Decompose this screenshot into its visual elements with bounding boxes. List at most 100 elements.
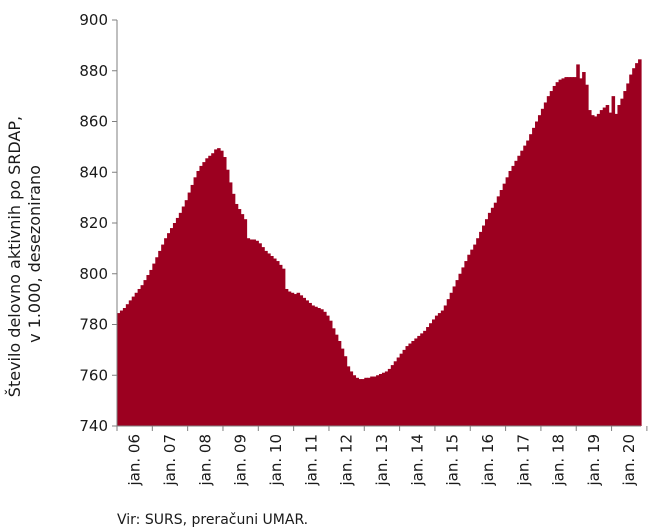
bar-8 (137, 288, 142, 426)
bar-81 (352, 375, 357, 426)
y-tick-label-860: 860 (79, 113, 108, 131)
bar-155 (570, 77, 574, 426)
bar-170 (614, 113, 619, 426)
bar-79 (346, 366, 351, 426)
bar-112 (443, 305, 448, 426)
bar-64 (302, 297, 306, 426)
bar-62 (296, 292, 301, 426)
bar-38 (225, 169, 230, 426)
bar-117 (458, 273, 463, 426)
bar-106 (426, 327, 430, 426)
bar-21 (175, 217, 180, 426)
bar-175 (629, 74, 633, 426)
x-tick-label-5: jan. 10 (267, 434, 285, 487)
bar-9 (140, 285, 145, 426)
bar-141 (529, 134, 533, 426)
bar-72 (326, 315, 330, 426)
bar-147 (546, 96, 551, 427)
bar-96 (396, 357, 401, 426)
bar-32 (208, 155, 212, 426)
bar-42 (237, 209, 242, 426)
bar-34 (214, 149, 218, 426)
bar-103 (417, 335, 421, 426)
bar-127 (487, 212, 492, 426)
bar-82 (355, 377, 359, 426)
x-tick-label-13: jan. 18 (550, 434, 568, 487)
bar-129 (493, 202, 498, 426)
bar-45 (246, 238, 251, 426)
y-axis-title-line-2: v 1.000, desezonirano (25, 165, 44, 343)
bar-142 (532, 127, 536, 426)
bar-148 (549, 91, 554, 427)
y-tick-label-880: 880 (79, 62, 108, 80)
bar-165 (599, 110, 604, 426)
bar-128 (490, 207, 495, 426)
bar-12 (149, 269, 153, 426)
bar-134 (508, 170, 513, 426)
x-tick-label-11: jan. 16 (479, 434, 497, 487)
bar-10 (143, 280, 148, 426)
bar-158 (579, 78, 583, 427)
bar-177 (635, 63, 639, 426)
bar-54 (273, 258, 277, 426)
bar-27 (193, 177, 198, 426)
x-tick-label-15: jan. 20 (620, 434, 638, 487)
bar-75 (334, 334, 339, 426)
y-tick-label-900: 900 (79, 11, 108, 29)
bar-58 (284, 288, 289, 426)
bar-11 (146, 275, 150, 426)
bar-99 (405, 346, 410, 426)
bar-46 (249, 239, 254, 426)
bar-6 (131, 296, 136, 426)
bar-121 (470, 249, 474, 426)
bar-125 (482, 225, 486, 426)
bar-150 (555, 82, 560, 427)
bar-168 (608, 112, 613, 427)
bar-164 (596, 113, 601, 426)
bar-56 (278, 264, 283, 426)
x-tick-label-1: jan. 06 (126, 434, 144, 487)
bar-92 (384, 371, 389, 426)
bar-131 (499, 190, 504, 426)
bar-74 (331, 328, 336, 426)
bar-132 (502, 183, 507, 426)
bar-118 (461, 267, 465, 426)
bar-86 (367, 377, 371, 426)
x-tick-label-2: jan. 07 (161, 434, 179, 487)
bar-153 (564, 77, 568, 426)
bar-107 (429, 323, 433, 426)
bar-172 (620, 98, 624, 426)
bar-146 (543, 102, 548, 426)
bar-69 (317, 308, 321, 426)
bar-76 (337, 340, 342, 426)
bar-33 (211, 153, 215, 426)
bar-98 (402, 349, 407, 427)
y-tick-label-780: 780 (79, 316, 108, 334)
bar-151 (558, 79, 563, 426)
bar-161 (588, 110, 592, 426)
x-tick-label-6: jan. 11 (302, 434, 320, 487)
bar-160 (585, 84, 589, 427)
bar-77 (340, 348, 345, 426)
y-tick-label-800: 800 (79, 265, 108, 283)
bar-100 (408, 343, 412, 426)
bar-24 (184, 200, 189, 426)
bar-63 (299, 295, 304, 426)
bar-55 (275, 261, 280, 426)
bar-130 (496, 196, 501, 426)
bar-51 (264, 250, 268, 426)
x-tick-label-3: jan. 08 (196, 434, 214, 487)
bar-116 (455, 280, 460, 426)
bar-119 (464, 261, 468, 426)
bar-94 (390, 365, 395, 426)
x-tick-label-4: jan. 09 (232, 434, 250, 487)
bar-109 (434, 315, 439, 426)
bar-84 (361, 379, 365, 426)
bar-157 (576, 64, 580, 426)
bar-178 (638, 59, 642, 426)
source-note: Vir: SURS, preračuni UMAR. (117, 512, 308, 528)
bar-145 (540, 108, 545, 426)
bar-120 (467, 254, 471, 426)
bar-139 (523, 145, 527, 427)
x-tick-label-7: jan. 12 (338, 434, 356, 487)
